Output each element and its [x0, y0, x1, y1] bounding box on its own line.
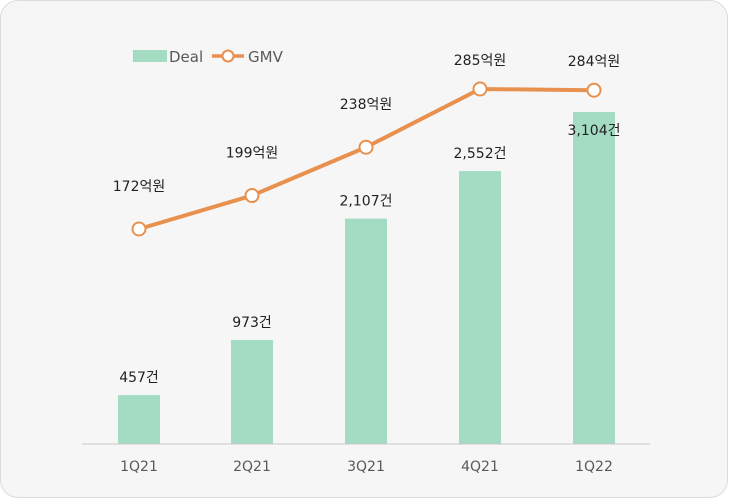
deal-bar [345, 218, 387, 444]
deal-data-label: 2,107건 [340, 194, 393, 210]
gmv-line-layer [131, 81, 602, 237]
gmv-point [244, 188, 260, 204]
gmv-data-labels: 172억원 199억원 238억원 285억원 284억원 [113, 53, 620, 195]
legend-label-gmv: GMV [248, 48, 284, 66]
deal-data-labels: 457건 973건 2,107건 2,552건 3,104건 [119, 123, 620, 386]
x-tick-label: 3Q21 [347, 459, 385, 475]
legend-swatch-gmv-marker [221, 49, 235, 63]
gmv-data-label: 172억원 [113, 179, 165, 195]
x-tick-label: 1Q21 [120, 459, 158, 475]
deal-data-label: 3,104건 [568, 123, 621, 139]
legend: Deal GMV [133, 48, 284, 66]
x-tick-label: 1Q22 [575, 459, 613, 475]
gmv-point [358, 139, 374, 155]
deal-bar [118, 395, 160, 444]
deal-data-label: 973건 [232, 315, 272, 331]
gmv-point [131, 221, 147, 237]
gmv-data-label: 199억원 [226, 146, 278, 162]
deal-bar [231, 339, 273, 444]
legend-swatch-deal [133, 50, 167, 62]
x-tick-label: 4Q21 [461, 459, 499, 475]
deal-bar [573, 112, 615, 444]
x-axis-ticks: 1Q21 2Q21 3Q21 4Q21 1Q22 [120, 459, 613, 475]
deal-bars [118, 112, 615, 444]
deal-data-label: 2,552건 [454, 146, 507, 162]
deal-bar [459, 171, 501, 444]
gmv-point [472, 81, 488, 97]
gmv-data-label: 285억원 [454, 53, 506, 69]
gmv-data-label: 238억원 [340, 97, 392, 113]
gmv-data-label: 284억원 [568, 54, 620, 70]
gmv-point [586, 82, 602, 98]
x-tick-label: 2Q21 [233, 459, 271, 475]
legend-label-deal: Deal [169, 48, 203, 66]
deal-data-label: 457건 [119, 370, 159, 386]
